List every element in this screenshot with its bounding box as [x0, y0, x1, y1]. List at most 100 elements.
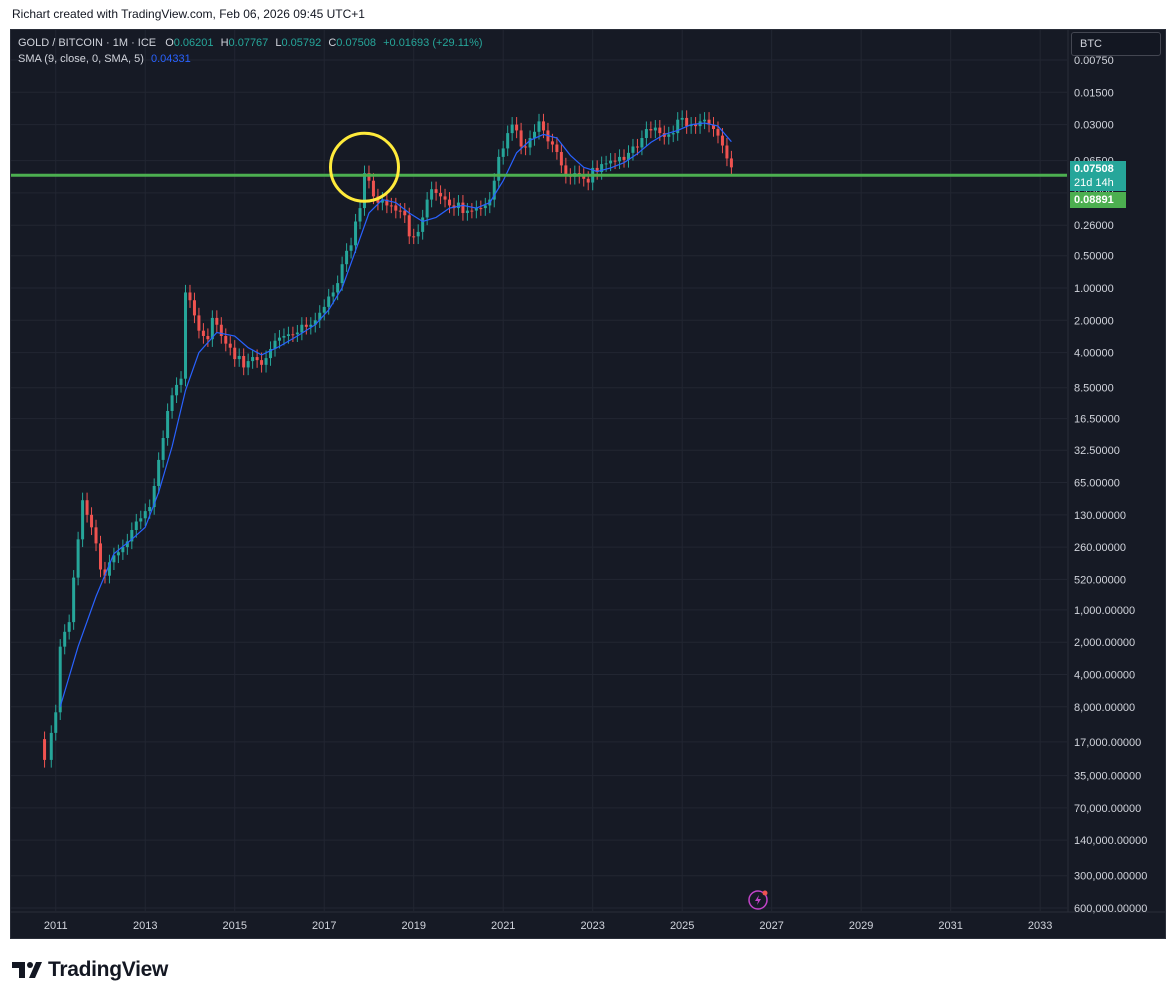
candle-body	[331, 292, 335, 297]
candle-body	[649, 129, 653, 131]
time-tick-label: 2033	[1028, 920, 1052, 932]
candle-body	[349, 245, 353, 251]
candle-body	[170, 395, 174, 411]
candle-body	[430, 189, 434, 200]
time-tick-label: 2015	[222, 920, 246, 932]
price-tick-label: 4,000.00000	[1074, 670, 1135, 682]
candle-body	[676, 119, 680, 134]
candle-body	[157, 459, 161, 486]
candle-body	[322, 306, 326, 313]
candle-body	[313, 320, 317, 325]
candle-body	[407, 215, 411, 237]
candle-body	[626, 152, 630, 160]
candle-body	[58, 646, 62, 713]
bar-countdown: 21d 14h	[1074, 177, 1114, 189]
price-tick-label: 2,000.00000	[1074, 637, 1135, 649]
candle-body	[425, 199, 429, 218]
candle-body	[541, 121, 545, 131]
price-tick-label: 260.00000	[1074, 542, 1126, 554]
candle-body	[559, 151, 563, 166]
symbol-compare-box[interactable]: BTC	[1071, 32, 1161, 56]
candle-body	[653, 127, 657, 131]
price-tick-label: 0.00750	[1074, 55, 1114, 67]
price-tick-label: 0.03000	[1074, 120, 1114, 132]
candle-body	[358, 208, 362, 222]
candle-body	[54, 712, 58, 733]
tradingview-logo-icon	[12, 962, 42, 978]
sma-label: SMA (9, close, 0, SMA, 5)	[18, 53, 144, 65]
candle-body	[631, 146, 635, 153]
candle-body	[175, 384, 179, 396]
candle-body	[295, 332, 299, 335]
time-tick-label: 2013	[133, 920, 157, 932]
price-tick-label: 1,000.00000	[1074, 605, 1135, 617]
candle-body	[564, 165, 568, 176]
open-value: 0.06201	[173, 37, 214, 49]
chart-credit: Richart created with TradingView.com, Fe…	[12, 7, 365, 21]
high-value: 0.07767	[228, 37, 269, 49]
time-tick-label: 2029	[849, 920, 873, 932]
candle-body	[492, 180, 496, 200]
price-tick-label: 130.00000	[1074, 510, 1126, 522]
candle-body	[184, 292, 188, 379]
candle-body	[264, 358, 268, 365]
time-tick-label: 2031	[938, 920, 962, 932]
candle-body	[98, 543, 102, 570]
candle-body	[76, 539, 80, 578]
candle-body	[345, 250, 349, 265]
time-tick-label: 2025	[670, 920, 694, 932]
sma-legend-row: SMA (9, close, 0, SMA, 5) 0.04331	[18, 51, 483, 67]
candle-body	[327, 296, 331, 307]
candle-body	[43, 739, 47, 760]
candle-body	[179, 378, 183, 385]
candle-body	[121, 547, 125, 553]
candle-body	[537, 121, 541, 132]
candle-body	[336, 283, 340, 293]
candle-body	[403, 210, 407, 216]
price-tick-label: 600,000.00000	[1074, 903, 1147, 915]
candle-body	[143, 511, 147, 519]
price-tick-label: 0.50000	[1074, 251, 1114, 263]
sma-value: 0.04331	[151, 53, 191, 65]
candle-body	[130, 529, 134, 542]
candle-body	[206, 335, 210, 340]
chart-legend: GOLD / BITCOIN · 1M · ICE O0.06201 H0.07…	[18, 35, 483, 67]
candle-body	[318, 312, 322, 321]
candle-body	[421, 217, 425, 232]
candle-body	[67, 622, 71, 632]
candle-body	[389, 205, 393, 207]
candle-body	[671, 133, 675, 135]
candle-body	[412, 236, 416, 238]
candle-body	[635, 146, 639, 148]
candle-body	[273, 340, 277, 349]
candle-body	[260, 360, 264, 365]
candle-body	[729, 158, 733, 168]
symbol-legend-row: GOLD / BITCOIN · 1M · ICE O0.06201 H0.07…	[18, 37, 483, 49]
time-axis: 2011 2013 2015 2017 2019 2021 2023 2025 2027 2029…	[44, 920, 1052, 932]
candle-body	[604, 163, 608, 165]
time-tick-label: 2023	[580, 920, 604, 932]
candle-body	[667, 134, 671, 137]
chart-frame[interactable]	[10, 29, 1166, 939]
candle-body	[595, 167, 599, 173]
close-value: 0.07508	[336, 37, 377, 49]
candle-body	[125, 541, 129, 548]
candle-body	[483, 205, 487, 209]
price-tick-label: 0.01500	[1074, 87, 1114, 99]
candle-body	[304, 324, 308, 327]
candle-body	[456, 202, 460, 209]
candle-body	[510, 124, 514, 134]
candle-body	[210, 317, 214, 340]
candle-body	[148, 507, 152, 512]
candle-body	[192, 300, 196, 316]
candle-body	[103, 569, 107, 576]
candle-body	[712, 124, 716, 130]
candle-body	[465, 210, 469, 214]
candle-body	[85, 500, 89, 515]
price-tick-label: 4.00000	[1074, 348, 1114, 360]
candle-body	[251, 357, 255, 362]
candle-body	[340, 264, 344, 284]
candle-body	[90, 514, 94, 528]
candle-body	[233, 347, 237, 360]
